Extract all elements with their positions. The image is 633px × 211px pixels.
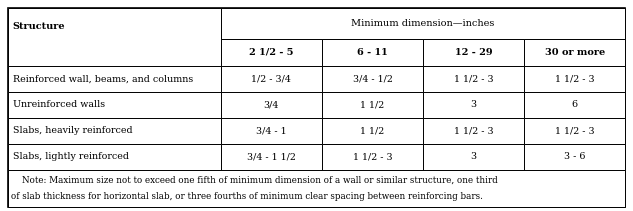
- Text: 6: 6: [572, 100, 578, 109]
- Bar: [524, 66, 625, 92]
- Bar: [8, 92, 221, 118]
- Bar: [524, 144, 625, 170]
- Bar: [221, 118, 322, 144]
- Bar: [524, 39, 625, 66]
- Text: Minimum dimension—inches: Minimum dimension—inches: [351, 19, 495, 28]
- Text: 3 - 6: 3 - 6: [564, 152, 586, 161]
- Bar: [8, 144, 221, 170]
- Bar: [8, 8, 221, 66]
- Bar: [322, 39, 423, 66]
- Text: 3/4 - 1: 3/4 - 1: [256, 126, 287, 135]
- Bar: [221, 8, 625, 39]
- Text: 1 1/2: 1 1/2: [360, 100, 385, 109]
- Text: of slab thickness for horizontal slab, or three fourths of minimum clear spacing: of slab thickness for horizontal slab, o…: [11, 192, 482, 201]
- Text: 1 1/2 - 3: 1 1/2 - 3: [454, 74, 494, 83]
- Text: 3: 3: [470, 100, 477, 109]
- Text: 1 1/2 - 3: 1 1/2 - 3: [555, 126, 594, 135]
- Bar: [524, 92, 625, 118]
- Bar: [221, 144, 322, 170]
- Bar: [221, 39, 322, 66]
- Text: 3/4 - 1 1/2: 3/4 - 1 1/2: [247, 152, 296, 161]
- Text: 1 1/2 - 3: 1 1/2 - 3: [555, 74, 594, 83]
- Bar: [322, 118, 423, 144]
- Text: Structure: Structure: [13, 22, 65, 31]
- Bar: [221, 92, 322, 118]
- Text: Reinforced wall, beams, and columns: Reinforced wall, beams, and columns: [13, 74, 193, 83]
- Text: 1 1/2 - 3: 1 1/2 - 3: [353, 152, 392, 161]
- Bar: [423, 92, 524, 118]
- Text: 6 - 11: 6 - 11: [357, 48, 388, 57]
- Text: 3: 3: [470, 152, 477, 161]
- Text: Unreinforced walls: Unreinforced walls: [13, 100, 105, 109]
- Bar: [8, 170, 625, 207]
- Text: 12 - 29: 12 - 29: [455, 48, 492, 57]
- Bar: [8, 118, 221, 144]
- Bar: [221, 66, 322, 92]
- Text: 2 1/2 - 5: 2 1/2 - 5: [249, 48, 294, 57]
- Bar: [322, 144, 423, 170]
- Text: 1/2 - 3/4: 1/2 - 3/4: [251, 74, 291, 83]
- Text: 1 1/2 - 3: 1 1/2 - 3: [454, 126, 494, 135]
- Bar: [423, 118, 524, 144]
- Bar: [423, 144, 524, 170]
- Bar: [423, 39, 524, 66]
- Text: Note: Maximum size not to exceed one fifth of minimum dimension of a wall or sim: Note: Maximum size not to exceed one fif…: [11, 176, 498, 185]
- Text: 30 or more: 30 or more: [544, 48, 605, 57]
- Bar: [322, 92, 423, 118]
- Bar: [423, 66, 524, 92]
- Text: 3/4 - 1/2: 3/4 - 1/2: [353, 74, 392, 83]
- Text: 1 1/2: 1 1/2: [360, 126, 385, 135]
- Text: 3/4: 3/4: [263, 100, 279, 109]
- Text: Slabs, heavily reinforced: Slabs, heavily reinforced: [13, 126, 132, 135]
- Bar: [8, 66, 221, 92]
- Text: Slabs, lightly reinforced: Slabs, lightly reinforced: [13, 152, 128, 161]
- Bar: [322, 66, 423, 92]
- Bar: [524, 118, 625, 144]
